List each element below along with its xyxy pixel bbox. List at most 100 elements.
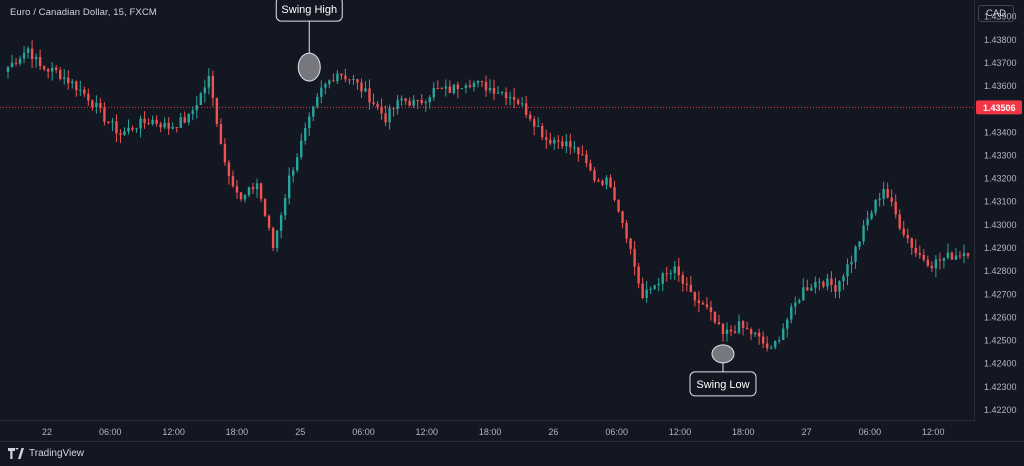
candle-body[interactable] [886,188,889,198]
candle-body[interactable] [926,259,930,266]
candle-body[interactable] [287,175,291,199]
candle-body[interactable] [159,123,162,128]
candle-body[interactable] [741,321,745,328]
candle-body[interactable] [581,154,584,156]
candle-body[interactable] [713,312,717,323]
candle-body[interactable] [151,119,154,125]
candle-body[interactable] [99,102,102,108]
candle-body[interactable] [532,119,536,127]
candle-body[interactable] [283,198,287,216]
candle-body[interactable] [528,114,532,120]
candle-body[interactable] [962,253,966,257]
candle-body[interactable] [259,183,263,199]
candle-body[interactable] [300,140,303,158]
candle-body[interactable] [231,176,235,187]
candle-body[interactable] [55,67,58,71]
candle-body[interactable] [778,340,781,342]
candle-body[interactable] [918,253,921,255]
candle-body[interactable] [818,281,821,283]
candle-body[interactable] [75,81,78,91]
candle-body[interactable] [782,328,785,341]
candle-body[interactable] [665,273,668,275]
candle-body[interactable] [942,257,946,261]
candle-body[interactable] [420,99,423,104]
candle-body[interactable] [95,102,98,108]
candle-body[interactable] [59,70,62,80]
candle-body[interactable] [207,75,211,88]
candle-body[interactable] [472,82,476,88]
candle-body[interactable] [810,287,813,291]
candle-body[interactable] [360,82,363,92]
candle-body[interactable] [22,52,26,59]
candle-body[interactable] [271,227,275,249]
candle-body[interactable] [380,106,383,114]
candle-body[interactable] [617,199,620,212]
candle-body[interactable] [946,252,950,258]
candle-body[interactable] [516,99,520,104]
candle-body[interactable] [392,108,395,110]
candle-body[interactable] [729,329,733,332]
candle-body[interactable] [135,128,138,130]
candle-body[interactable] [42,66,46,70]
candle-body[interactable] [569,141,572,148]
candle-body[interactable] [661,273,664,284]
candle-body[interactable] [854,246,857,262]
candle-body[interactable] [79,89,82,91]
candle-body[interactable] [685,283,689,285]
candle-body[interactable] [408,100,411,106]
candle-body[interactable] [324,84,327,88]
candle-body[interactable] [922,254,926,260]
candle-body[interactable] [412,99,415,106]
candle-body[interactable] [705,304,709,307]
candle-body[interactable] [304,128,307,141]
candle-body[interactable] [553,140,556,144]
candle-body[interactable] [167,122,170,129]
candle-body[interactable] [388,108,391,123]
candle-body[interactable] [966,253,970,256]
candle-body[interactable] [123,131,126,136]
currency-button[interactable]: CAD [978,5,1014,22]
candle-body[interactable] [697,300,701,304]
candle-body[interactable] [191,110,194,114]
candle-body[interactable] [344,75,347,80]
candle-body[interactable] [906,234,909,239]
candle-body[interactable] [71,81,74,84]
candle-body[interactable] [585,154,588,164]
candle-body[interactable] [480,80,484,83]
candle-body[interactable] [794,302,797,307]
candle-body[interactable] [830,278,833,285]
candle-body[interactable] [10,62,14,68]
candle-body[interactable] [769,347,773,349]
time-axis[interactable]: 22 06:00 12:00 18:00 25 06:00 12:00 18:00 26 06:0… [0,421,975,441]
candle-body[interactable] [890,197,893,202]
candle-body[interactable] [396,100,399,110]
candle-body[interactable] [597,180,600,182]
candle-body[interactable] [657,283,660,286]
candle-body[interactable] [504,92,508,99]
candle-body[interactable] [561,141,564,147]
candle-body[interactable] [440,88,444,90]
candle-body[interactable] [500,92,504,94]
candle-body[interactable] [416,99,419,101]
candle-body[interactable] [63,77,66,80]
candle-body[interactable] [46,69,50,72]
candle-body[interactable] [625,222,628,239]
candle-body[interactable] [263,198,267,216]
candle-body[interactable] [115,121,118,134]
candle-body[interactable] [368,88,371,103]
candle-body[interactable] [653,285,656,289]
candle-body[interactable] [858,241,861,247]
candle-body[interactable] [67,77,70,84]
candle-body[interactable] [669,272,672,274]
candlestick-chart[interactable]: Swing High Swing Low [0,0,975,421]
candle-body[interactable] [733,331,737,333]
candle-body[interactable] [291,170,295,176]
candle-body[interactable] [424,102,427,104]
candle-body[interactable] [436,88,439,90]
candle-body[interactable] [468,85,472,88]
candle-body[interactable] [400,98,403,101]
candle-body[interactable] [223,143,227,163]
candle-body[interactable] [798,300,801,303]
candle-body[interactable] [215,97,219,125]
candle-body[interactable] [18,58,22,64]
